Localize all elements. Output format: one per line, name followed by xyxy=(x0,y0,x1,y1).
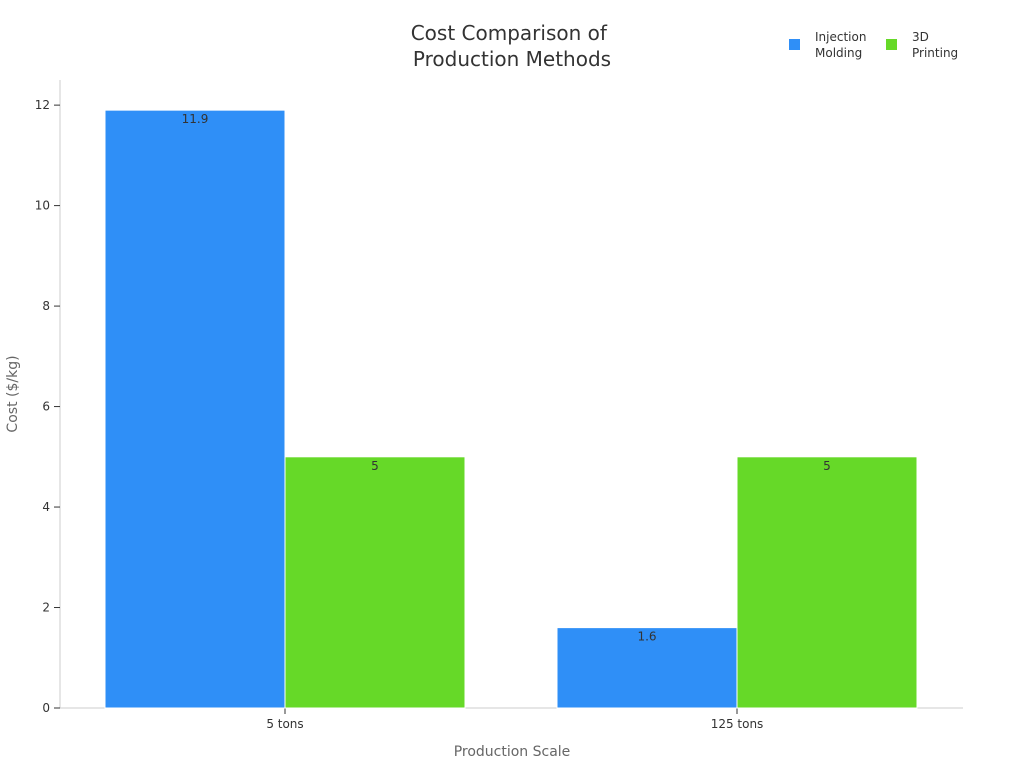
y-axis-ticks: 0 2 4 6 8 10 12 xyxy=(35,98,60,715)
y-tick-label-0: 0 xyxy=(42,701,50,715)
legend-label-line-1: 3D xyxy=(912,30,929,44)
y-tick-label-1: 2 xyxy=(42,601,50,615)
legend-label-line-2: Molding xyxy=(815,46,862,60)
y-tick-label-2: 4 xyxy=(42,500,50,514)
y-axis-label: Cost ($/kg) xyxy=(5,355,21,432)
y-tick-label-3: 6 xyxy=(42,400,50,414)
chart-title-line-2: Production Methods xyxy=(413,47,611,71)
bar-3d-printing-125-tons[interactable] xyxy=(736,456,918,709)
legend: Injection Molding 3D Printing xyxy=(789,30,958,60)
data-label-injection-molding-125-tons: 1.6 xyxy=(637,630,656,644)
bar-labels-group: 11.9 5 1.6 5 xyxy=(182,112,831,643)
y-tick-label-6: 12 xyxy=(35,98,50,112)
data-label-3d-printing-5-tons: 5 xyxy=(371,459,379,473)
bar-3d-printing-5-tons[interactable] xyxy=(284,456,466,709)
data-label-3d-printing-125-tons: 5 xyxy=(823,459,831,473)
legend-item-3d-printing[interactable]: 3D Printing xyxy=(886,30,958,60)
x-axis-label: Production Scale xyxy=(454,744,571,760)
legend-swatch-injection-molding xyxy=(789,39,800,50)
legend-swatch-3d-printing xyxy=(886,39,897,50)
legend-label-injection-molding: Injection Molding xyxy=(815,30,870,60)
legend-item-injection-molding[interactable]: Injection Molding xyxy=(789,30,870,60)
x-axis-ticks: 5 tons 125 tons xyxy=(266,708,763,731)
y-tick-label-4: 8 xyxy=(42,299,50,313)
legend-label-line-2: Printing xyxy=(912,46,958,60)
chart-title: Cost Comparison of Production Methods xyxy=(411,21,614,71)
bar-injection-molding-5-tons[interactable] xyxy=(104,109,286,709)
legend-label-line-1: Injection xyxy=(815,30,866,44)
x-tick-label-5-tons: 5 tons xyxy=(266,717,303,731)
y-tick-label-5: 10 xyxy=(35,199,50,213)
chart-title-line-1: Cost Comparison of xyxy=(411,21,608,45)
bar-injection-molding-125-tons[interactable] xyxy=(556,627,738,709)
legend-label-3d-printing: 3D Printing xyxy=(912,30,958,60)
bars-group xyxy=(104,109,918,709)
x-tick-label-125-tons: 125 tons xyxy=(711,717,764,731)
data-label-injection-molding-5-tons: 11.9 xyxy=(182,112,209,126)
